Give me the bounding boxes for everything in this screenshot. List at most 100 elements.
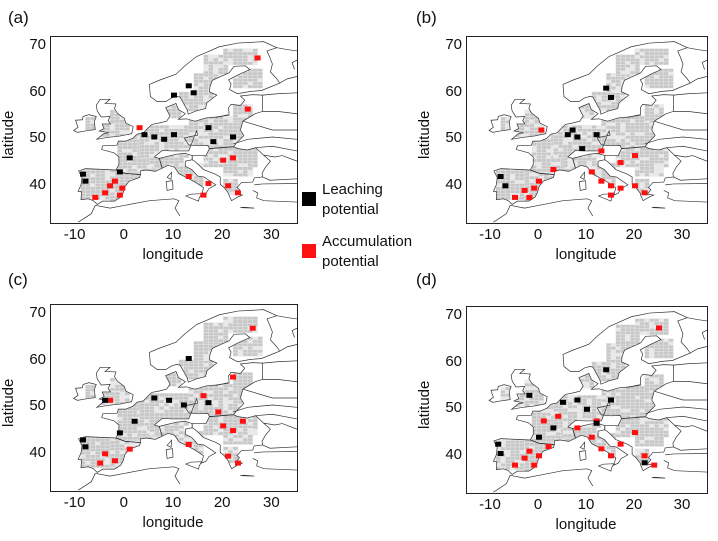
accumulation-cell: [230, 155, 237, 161]
leaching-cell: [190, 90, 197, 96]
leaching-cell: [584, 406, 590, 412]
accumulation-cell: [617, 441, 624, 447]
x-axis-title: longitude: [555, 516, 617, 533]
leaching-cell: [210, 139, 217, 145]
x-tick-label: -10: [63, 226, 86, 243]
accumulation-cell: [185, 442, 192, 447]
panel-d: (d) 70 60 50 40 -10 0 10 20 30 longitude latitude: [410, 268, 710, 541]
y-tick-label: 40: [445, 445, 462, 463]
accumulation-cell: [111, 458, 118, 464]
leaching-cell: [564, 132, 571, 138]
europe-map: [72, 309, 297, 491]
study-area-cells: [80, 316, 263, 471]
leaching-cell: [593, 420, 600, 426]
accumulation-cell: [220, 157, 227, 163]
accumulation-cell: [531, 462, 538, 468]
leaching-cell: [102, 397, 109, 403]
accumulation-cell: [512, 194, 518, 200]
y-tick-label: 70: [445, 306, 462, 324]
legend-swatch-accumulation: [302, 244, 316, 258]
x-tick-label: 10: [164, 226, 182, 243]
x-tick-label: 0: [119, 494, 128, 511]
leaching-cell: [569, 127, 576, 133]
y-tick-label: 50: [29, 397, 46, 415]
legend-label-line2: potential: [322, 201, 379, 218]
accumulation-cell: [656, 325, 662, 331]
accumulation-cell: [111, 178, 118, 184]
accumulation-cell: [254, 55, 261, 61]
accumulation-cell: [632, 153, 638, 159]
accumulation-cell: [538, 127, 545, 133]
x-tick-label: -10: [479, 226, 501, 243]
leaching-cell: [603, 367, 610, 373]
leaching-cell: [131, 418, 138, 424]
legend-label-leaching: Leaching potential: [322, 180, 462, 220]
leaching-cell: [151, 134, 158, 140]
accumulation-cell: [97, 460, 104, 466]
leaching-cell: [230, 134, 237, 140]
y-tick-label: 60: [29, 82, 46, 100]
accumulation-cell: [598, 178, 605, 184]
accumulation-cell: [200, 393, 207, 399]
x-tick-label: -10: [63, 494, 86, 511]
y-axis-title: latitude: [0, 110, 17, 159]
accumulation-cell: [608, 453, 614, 459]
accumulation-cell: [239, 418, 246, 424]
accumulation-cell: [119, 185, 126, 191]
legend-swatch-leaching: [302, 192, 316, 206]
leaching-cell: [82, 178, 89, 184]
x-tick-label: 20: [625, 496, 643, 513]
x-tick-label: 30: [263, 226, 280, 243]
accumulation-cell: [249, 325, 256, 331]
x-tick-label: 10: [577, 226, 595, 243]
map-plot-area: [466, 306, 708, 494]
leaching-cell: [574, 134, 581, 140]
leaching-cell: [205, 400, 212, 406]
accumulation-cell: [588, 434, 595, 440]
leaching-cell: [82, 444, 89, 450]
x-tick-label: 10: [577, 496, 595, 513]
europe-map: [72, 41, 297, 223]
accumulation-cell: [107, 183, 114, 189]
accumulation-cell: [598, 148, 605, 154]
y-tick-label: 60: [445, 82, 462, 100]
accumulation-cell: [116, 192, 123, 198]
y-tick-label: 70: [445, 36, 462, 54]
accumulation-cell: [555, 413, 562, 419]
leaching-cell: [141, 132, 148, 138]
leaching-cell: [171, 132, 177, 138]
accumulation-cell: [608, 192, 614, 198]
accumulation-cell: [641, 453, 648, 459]
accumulation-cell: [107, 397, 114, 403]
panel-c: (c) 70 60 50 40 -10 0 10 20 30 longitude latitude: [0, 268, 300, 541]
accumulation-cell: [540, 418, 547, 424]
accumulation-cell: [102, 190, 109, 196]
accumulation-cell: [617, 160, 624, 166]
x-axis-title: longitude: [142, 514, 204, 531]
leaching-cell: [502, 183, 509, 189]
accumulation-cell: [225, 453, 232, 459]
leaching-cell: [579, 146, 586, 152]
accumulation-cell: [536, 178, 542, 184]
map-plot-area: [466, 36, 708, 224]
x-tick-label: 0: [533, 496, 543, 513]
y-tick-label: 70: [29, 304, 46, 322]
accumulation-cell: [617, 185, 624, 191]
accumulation-cell: [220, 423, 227, 429]
panel-letter: (d): [416, 270, 437, 289]
accumulation-cell: [225, 183, 232, 189]
accumulation-cell: [632, 430, 638, 436]
panel-letter: (c): [8, 270, 28, 289]
x-tick-label: 30: [263, 494, 280, 511]
accumulation-cell: [521, 187, 528, 193]
leaching-cell: [495, 441, 502, 447]
accumulation-cell: [545, 444, 552, 449]
accumulation-cell: [536, 453, 542, 459]
accumulation-cell: [651, 462, 658, 468]
leaching-cell: [171, 92, 177, 98]
leaching-cell: [574, 397, 581, 403]
panel-letter: (b): [416, 8, 437, 27]
accumulation-cell: [632, 183, 638, 189]
y-tick-label: 50: [445, 399, 462, 417]
leaching-cell: [641, 460, 648, 466]
